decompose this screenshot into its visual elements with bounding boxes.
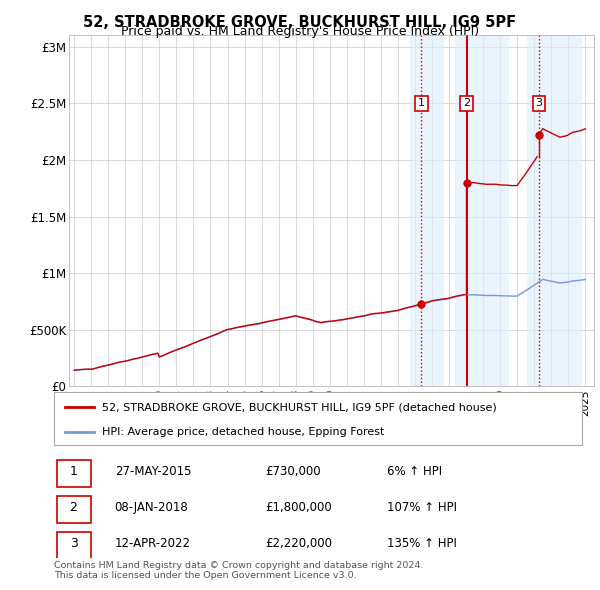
Bar	[410, 35, 443, 386]
Text: 52, STRADBROKE GROVE, BUCKHURST HILL, IG9 5PF: 52, STRADBROKE GROVE, BUCKHURST HILL, IG…	[83, 15, 517, 30]
FancyBboxPatch shape	[56, 460, 91, 487]
Bar	[455, 35, 509, 386]
Text: £1,800,000: £1,800,000	[265, 501, 332, 514]
Text: 12-APR-2022: 12-APR-2022	[115, 537, 191, 550]
Text: 2: 2	[70, 501, 77, 514]
Text: 3: 3	[536, 99, 542, 109]
Text: 2: 2	[463, 99, 470, 109]
Text: 52, STRADBROKE GROVE, BUCKHURST HILL, IG9 5PF (detached house): 52, STRADBROKE GROVE, BUCKHURST HILL, IG…	[101, 402, 496, 412]
Text: 6% ↑ HPI: 6% ↑ HPI	[386, 465, 442, 478]
Text: 08-JAN-2018: 08-JAN-2018	[115, 501, 188, 514]
Text: HPI: Average price, detached house, Epping Forest: HPI: Average price, detached house, Eppi…	[101, 427, 384, 437]
FancyBboxPatch shape	[56, 496, 91, 523]
Text: £2,220,000: £2,220,000	[265, 537, 332, 550]
Text: 1: 1	[70, 465, 77, 478]
Text: Contains HM Land Registry data © Crown copyright and database right 2024.
This d: Contains HM Land Registry data © Crown c…	[54, 560, 424, 580]
Text: 135% ↑ HPI: 135% ↑ HPI	[386, 537, 457, 550]
Text: Price paid vs. HM Land Registry's House Price Index (HPI): Price paid vs. HM Land Registry's House …	[121, 25, 479, 38]
FancyBboxPatch shape	[54, 392, 582, 445]
Text: 1: 1	[418, 99, 425, 109]
Bar	[527, 35, 582, 386]
Text: 27-MAY-2015: 27-MAY-2015	[115, 465, 191, 478]
FancyBboxPatch shape	[56, 532, 91, 559]
Text: 107% ↑ HPI: 107% ↑ HPI	[386, 501, 457, 514]
Text: 3: 3	[70, 537, 77, 550]
Text: £730,000: £730,000	[265, 465, 321, 478]
